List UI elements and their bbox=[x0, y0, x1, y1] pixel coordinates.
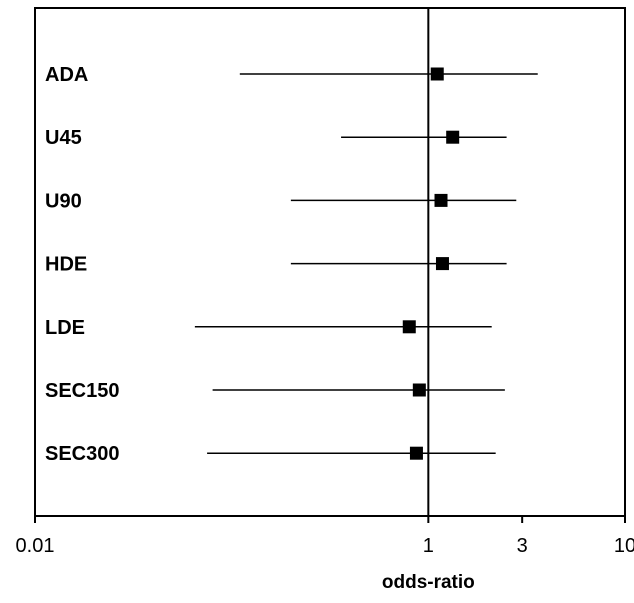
row-label: U90 bbox=[45, 190, 82, 212]
row-sec150: SEC150 bbox=[45, 380, 505, 402]
estimate-marker bbox=[434, 193, 448, 207]
x-tick-label: 1 bbox=[423, 535, 434, 557]
row-label: ADA bbox=[45, 64, 88, 86]
row-lde: LDE bbox=[45, 317, 492, 339]
estimate-marker bbox=[435, 257, 449, 271]
row-label: LDE bbox=[45, 317, 85, 339]
row-hde: HDE bbox=[45, 254, 507, 276]
x-tick-label: 10 bbox=[614, 535, 634, 557]
row-label: U45 bbox=[45, 127, 82, 149]
row-label: SEC300 bbox=[45, 443, 120, 465]
row-label: SEC150 bbox=[45, 380, 120, 402]
estimate-marker bbox=[430, 67, 444, 81]
row-sec300: SEC300 bbox=[45, 443, 496, 465]
row-u45: U45 bbox=[45, 127, 507, 149]
plot-frame bbox=[34, 7, 626, 517]
estimate-marker bbox=[446, 130, 460, 144]
estimate-marker bbox=[412, 383, 426, 397]
row-label: HDE bbox=[45, 254, 87, 276]
x-tick-label: 3 bbox=[517, 535, 528, 557]
row-u90: U90 bbox=[45, 190, 517, 212]
estimate-marker bbox=[409, 446, 423, 460]
row-ada: ADA bbox=[45, 64, 538, 86]
x-axis-title: odds-ratio bbox=[382, 572, 475, 593]
estimate-marker bbox=[402, 320, 416, 334]
x-axis-ticks: 0.01 1 3 10 bbox=[16, 516, 634, 557]
x-tick-label: 0.01 bbox=[16, 535, 55, 557]
rows-group: ADA U45 U90 HDE LDE SEC150 SEC300 bbox=[45, 64, 538, 465]
